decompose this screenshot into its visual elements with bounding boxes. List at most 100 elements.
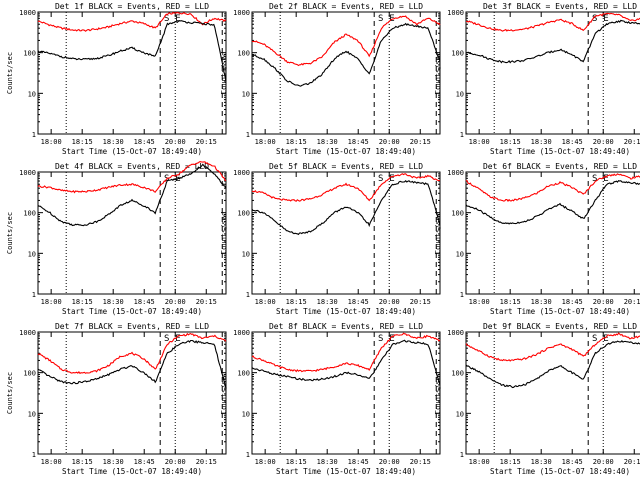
y-tick-label: 1000: [19, 329, 36, 337]
y-axis: 1 10 100 1000: [233, 9, 440, 139]
marker-S: S: [378, 334, 383, 344]
x-axis-label: Start Time (15-Oct-07 18:49:40): [62, 307, 202, 316]
plot-frame: [465, 331, 640, 455]
x-tick-label: 18:45: [348, 458, 369, 466]
y-tick-label: 1: [246, 451, 250, 459]
marker-S: S: [164, 334, 169, 344]
marker-E: E: [389, 334, 394, 344]
x-tick-label: 20:00: [165, 458, 186, 466]
events-series-line: [37, 163, 227, 227]
x-tick-label: 20:15: [410, 298, 431, 306]
x-axis-label: Start Time (15-Oct-07 18:49:40): [62, 147, 202, 156]
x-tick-label: 20:15: [624, 298, 640, 306]
panel-title: Det 7f BLACK = Events, RED = LLD: [55, 322, 209, 331]
x-tick-label: 18:15: [500, 458, 521, 466]
x-tick-label: 18:45: [134, 298, 155, 306]
events-series-line: [465, 339, 640, 389]
x-tick-label: 20:00: [379, 298, 400, 306]
plot-frame: [465, 11, 640, 135]
y-tick-label: 100: [23, 50, 36, 58]
y-tick-label: 1: [460, 451, 464, 459]
events-series-line: [465, 179, 640, 225]
marker-S: S: [592, 14, 597, 24]
y-tick-label: 1: [246, 131, 250, 139]
y-tick-label: 10: [456, 90, 464, 98]
y-axis-label: Counts/sec: [434, 212, 442, 254]
events-series-line: [37, 20, 227, 82]
detector-panel-1: Det 1f BLACK = Events, RED = LLD 1 10 100 10…: [6, 2, 227, 156]
x-axis: 18:00 18:15 18:30 18:45 20:00 20:15: [41, 332, 217, 466]
x-tick-label: 18:15: [286, 458, 307, 466]
y-axis-label: Counts/sec: [6, 372, 14, 414]
detector-panel-3: Det 3f BLACK = Events, RED = LLD 1 10 100 10…: [434, 2, 640, 156]
events-series-line: [37, 339, 227, 389]
x-axis: 18:00 18:15 18:30 18:45 20:00 20:15: [255, 12, 431, 146]
x-tick-label: 20:00: [165, 138, 186, 146]
plot-frame: [251, 331, 441, 455]
x-tick-label: 18:00: [469, 458, 490, 466]
y-tick-label: 10: [242, 250, 250, 258]
lld-series-line: [251, 173, 441, 202]
y-tick-label: 100: [237, 50, 250, 58]
x-tick-label: 18:30: [317, 298, 338, 306]
panel-title: Det 2f BLACK = Events, RED = LLD: [269, 2, 423, 11]
lld-series-line: [465, 173, 640, 203]
panel-title: Det 9f BLACK = Events, RED = LLD: [483, 322, 637, 331]
x-tick-label: 18:30: [103, 458, 124, 466]
panel-title: Det 3f BLACK = Events, RED = LLD: [483, 2, 637, 11]
x-tick-label: 18:30: [103, 298, 124, 306]
y-tick-label: 1: [32, 291, 36, 299]
y-tick-label: 100: [451, 210, 464, 218]
panel-title: Det 6f BLACK = Events, RED = LLD: [483, 162, 637, 171]
x-tick-label: 18:30: [317, 458, 338, 466]
y-tick-label: 100: [23, 210, 36, 218]
y-axis-label: Counts/sec: [6, 212, 14, 254]
x-tick-label: 20:15: [410, 138, 431, 146]
lld-series-line: [465, 332, 640, 362]
x-tick-label: 18:30: [531, 458, 552, 466]
y-tick-label: 100: [237, 210, 250, 218]
marker-S: S: [378, 14, 383, 24]
lld-series-line: [251, 15, 441, 67]
y-tick-label: 100: [451, 50, 464, 58]
events-series-line: [465, 19, 640, 64]
lld-series-line: [251, 332, 441, 373]
panel-title: Det 4f BLACK = Events, RED = LLD: [55, 162, 209, 171]
x-tick-label: 18:15: [286, 138, 307, 146]
x-tick-label: 20:15: [624, 138, 640, 146]
x-tick-label: 18:00: [41, 138, 62, 146]
marker-S: S: [164, 14, 169, 24]
x-tick-label: 18:00: [469, 138, 490, 146]
x-tick-label: 20:00: [593, 458, 614, 466]
y-tick-label: 1000: [447, 169, 464, 177]
plot-frame: [37, 11, 227, 135]
detector-panel-4: Det 4f BLACK = Events, RED = LLD 1 10 100 10…: [6, 161, 227, 316]
x-tick-label: 18:45: [562, 458, 583, 466]
x-axis: 18:00 18:15 18:30 18:45 20:00 20:15: [255, 332, 431, 466]
marker-E: E: [603, 334, 608, 344]
x-tick-label: 18:00: [255, 458, 276, 466]
y-axis-label: Counts/sec: [434, 372, 442, 414]
lld-series-line: [37, 161, 227, 194]
y-axis-label: Counts/sec: [220, 212, 228, 254]
x-tick-label: 18:45: [134, 138, 155, 146]
detector-panel-9: Det 9f BLACK = Events, RED = LLD 1 10 100 10…: [434, 322, 640, 476]
y-tick-label: 1: [460, 291, 464, 299]
x-tick-label: 18:45: [134, 458, 155, 466]
panel-title: Det 8f BLACK = Events, RED = LLD: [269, 322, 423, 331]
marker-S: S: [378, 174, 383, 184]
plot-frame: [251, 11, 441, 135]
x-tick-label: 18:00: [255, 138, 276, 146]
x-tick-label: 18:45: [562, 138, 583, 146]
y-axis: 1 10 100 1000: [447, 329, 471, 459]
y-axis-label: Counts/sec: [220, 52, 228, 94]
x-axis-label: Start Time (15-Oct-07 18:49:40): [276, 147, 416, 156]
y-axis: 1 10 100 1000: [19, 9, 226, 139]
x-tick-label: 20:00: [593, 298, 614, 306]
y-tick-label: 1000: [447, 9, 464, 17]
x-tick-label: 20:00: [379, 138, 400, 146]
y-tick-label: 10: [456, 410, 464, 418]
x-axis-label: Start Time (15-Oct-07 18:49:40): [490, 147, 630, 156]
y-tick-label: 10: [28, 410, 36, 418]
marker-S: S: [592, 334, 597, 344]
